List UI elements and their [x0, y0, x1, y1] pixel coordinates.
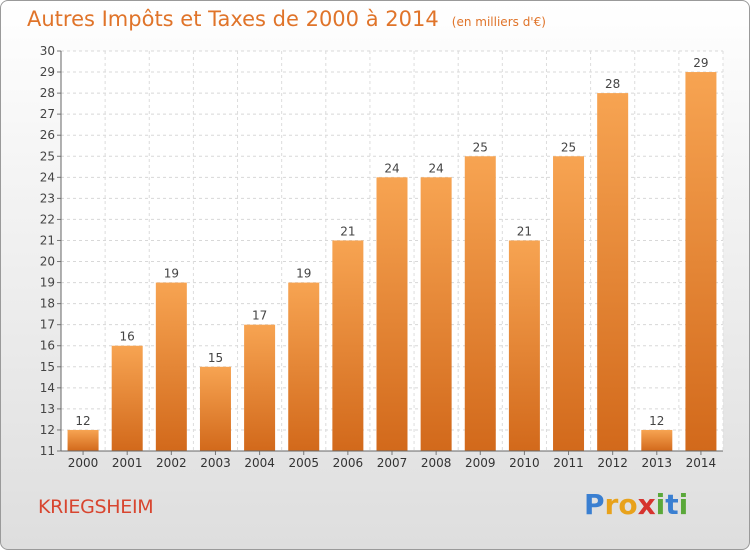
- data-label: 29: [693, 56, 708, 70]
- proxiti-logo: Proxiti: [584, 488, 688, 521]
- x-tick-label: 2000: [68, 456, 99, 470]
- x-tick-label: 2008: [421, 456, 452, 470]
- data-label: 19: [164, 267, 179, 281]
- data-label: 28: [605, 77, 620, 91]
- logo-letter: x: [637, 488, 656, 521]
- bar: [332, 240, 364, 451]
- bar: [67, 429, 99, 451]
- bar: [464, 156, 496, 451]
- data-label: 24: [384, 161, 399, 175]
- y-tick-label: 24: [40, 170, 55, 184]
- y-tick-label: 30: [40, 44, 55, 58]
- bar: [641, 429, 673, 451]
- y-tick-label: 17: [40, 318, 55, 332]
- logo-letter: P: [584, 488, 605, 521]
- data-label: 17: [252, 309, 267, 323]
- bar: [111, 345, 143, 451]
- x-tick-label: 2002: [156, 456, 187, 470]
- y-tick-label: 22: [40, 212, 55, 226]
- y-tick-label: 21: [40, 233, 55, 247]
- place-name: KRIEGSHEIM: [38, 496, 154, 518]
- bar: [288, 282, 320, 451]
- y-tick-label: 12: [40, 423, 55, 437]
- logo-letter: o: [618, 488, 638, 521]
- x-tick-label: 2013: [642, 456, 673, 470]
- bar: [155, 282, 187, 451]
- bar: [685, 72, 717, 451]
- x-tick-label: 2014: [686, 456, 717, 470]
- x-tick-label: 2006: [333, 456, 364, 470]
- x-tick-label: 2003: [200, 456, 231, 470]
- y-tick-label: 29: [40, 65, 55, 79]
- x-tick-label: 2001: [112, 456, 143, 470]
- y-tick-label: 26: [40, 128, 55, 142]
- x-tick-label: 2010: [509, 456, 540, 470]
- bar: [508, 240, 540, 451]
- data-label: 16: [120, 330, 135, 344]
- logo-letter: t: [665, 488, 679, 521]
- y-tick-label: 13: [40, 402, 55, 416]
- y-tick-label: 15: [40, 360, 55, 374]
- x-tick-label: 2005: [288, 456, 319, 470]
- bar: [553, 156, 585, 451]
- y-tick-label: 27: [40, 107, 55, 121]
- bar: [244, 324, 276, 451]
- y-tick-label: 20: [40, 255, 55, 269]
- logo-letter: i: [678, 488, 689, 521]
- x-tick-label: 2007: [377, 456, 408, 470]
- data-label: 21: [517, 224, 532, 238]
- x-tick-label: 2004: [244, 456, 275, 470]
- data-label: 25: [561, 140, 576, 154]
- bar: [376, 177, 408, 451]
- data-label: 24: [428, 161, 443, 175]
- y-tick-label: 23: [40, 191, 55, 205]
- y-tick-label: 14: [40, 381, 55, 395]
- x-tick-label: 2009: [465, 456, 496, 470]
- data-label: 19: [296, 267, 311, 281]
- data-label: 12: [75, 414, 90, 428]
- logo-letter: i: [655, 488, 666, 521]
- bar: [597, 93, 629, 452]
- bar: [199, 366, 231, 451]
- data-label: 12: [649, 414, 664, 428]
- y-tick-label: 25: [40, 149, 55, 163]
- logo-letter: r: [604, 488, 619, 521]
- y-tick-label: 16: [40, 339, 55, 353]
- y-tick-label: 11: [40, 444, 55, 458]
- y-tick-label: 19: [40, 276, 55, 290]
- x-tick-label: 2012: [597, 456, 628, 470]
- data-label: 15: [208, 351, 223, 365]
- chart-title: Autres Impôts et Taxes de 2000 à 2014 (e…: [27, 7, 546, 31]
- y-tick-label: 28: [40, 86, 55, 100]
- data-label: 21: [340, 224, 355, 238]
- data-label: 25: [473, 140, 488, 154]
- chart-title-text: Autres Impôts et Taxes de 2000 à 2014: [27, 7, 439, 31]
- chart-unit-label: (en milliers d'€): [451, 15, 546, 29]
- bar: [420, 177, 452, 451]
- y-tick-label: 18: [40, 297, 55, 311]
- x-tick-label: 2011: [553, 456, 584, 470]
